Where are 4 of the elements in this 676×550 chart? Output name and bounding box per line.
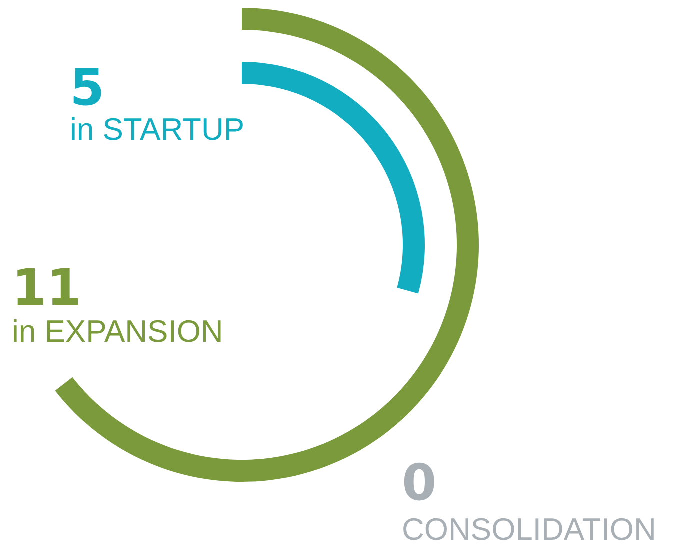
category-label: in EXPANSION [12,314,224,349]
data-label: 11 [12,259,82,317]
data-label: 0 [402,454,437,512]
category-label: CONSOLIDATION [402,512,656,547]
